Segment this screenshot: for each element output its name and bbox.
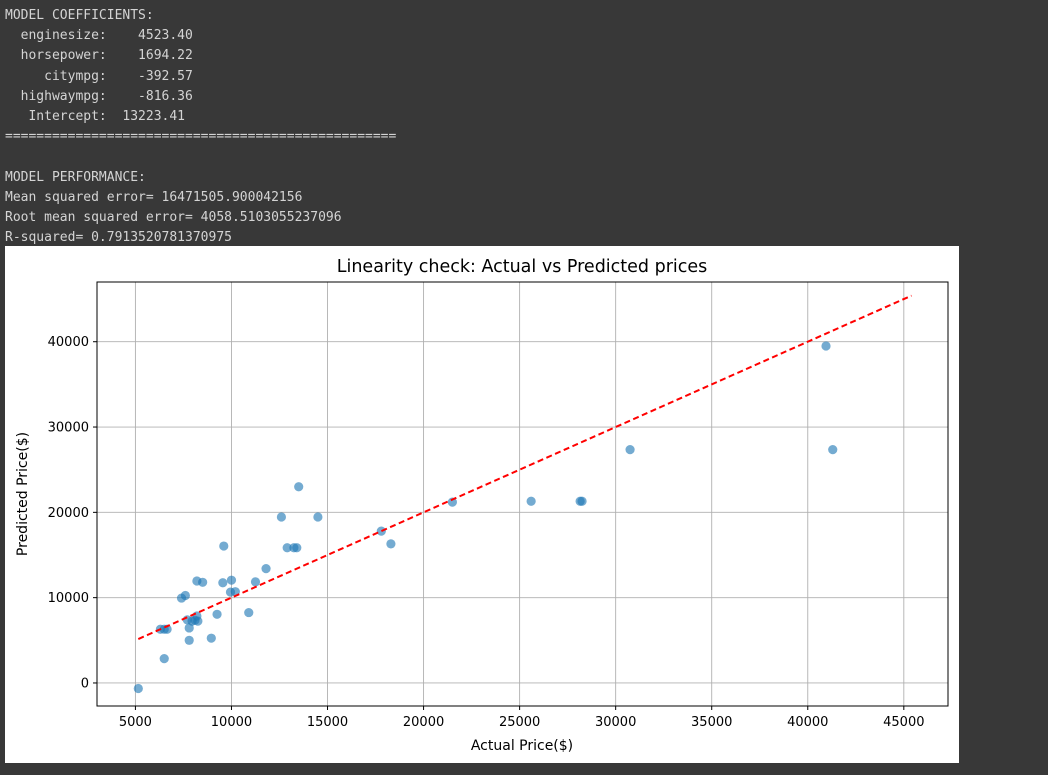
- scatter-point: [313, 512, 323, 522]
- console-output: MODEL COEFFICIENTS: enginesize: 4523.40 …: [5, 6, 396, 248]
- scatter-point: [193, 616, 203, 626]
- scatter-point: [821, 341, 831, 351]
- console-line: MODEL PERFORMANCE:: [5, 169, 146, 185]
- scatter-point: [184, 635, 194, 645]
- scatter-plot: Linearity check: Actual vs Predicted pri…: [15, 257, 949, 754]
- axis-ticks: 5000 10000 15000 20000 25000 30000 35000 40000 4…: [48, 335, 925, 730]
- x-tick-label: 10000: [211, 715, 252, 730]
- console-line: R-squared= 0.7913520781370975: [5, 230, 232, 246]
- x-tick-label: 40000: [787, 715, 828, 730]
- console-line: citympg: -392.57: [5, 68, 193, 84]
- y-tick-label: 40000: [48, 335, 89, 350]
- y-tick-label: 0: [81, 676, 89, 691]
- scatter-point: [294, 482, 304, 492]
- console-line: Intercept: 13223.41: [5, 108, 186, 124]
- console-line: Mean squared error= 16471505.900042156: [5, 189, 303, 205]
- scatter-point: [198, 577, 208, 587]
- scatter-point: [133, 683, 143, 694]
- scatter-point: [526, 496, 536, 506]
- console-line: [5, 147, 396, 167]
- scatter-point: [159, 654, 169, 664]
- scatter-point: [180, 590, 190, 601]
- console-line: horsepower: 1694.22: [5, 48, 193, 64]
- scatter-point: [292, 543, 302, 553]
- scatter-point: [447, 497, 457, 507]
- scatter-point: [219, 541, 229, 551]
- x-tick-label: 25000: [499, 715, 540, 730]
- x-tick-label: 45000: [883, 715, 924, 730]
- reference-line: [137, 294, 912, 640]
- console-line: MODEL COEFFICIENTS:: [5, 8, 154, 23]
- scatter-point: [206, 633, 216, 643]
- y-axis-label: Predicted Price($): [15, 432, 31, 556]
- scatter-point: [250, 577, 261, 587]
- x-tick-label: 20000: [403, 715, 444, 730]
- scatter-point: [625, 445, 635, 455]
- x-tick-label: 15000: [307, 715, 348, 730]
- scatter-point: [244, 607, 254, 618]
- y-tick-label: 10000: [48, 591, 89, 606]
- plot-frame: [96, 281, 949, 707]
- scatter-point: [577, 496, 587, 506]
- chart-title: Linearity check: Actual vs Predicted pri…: [337, 257, 708, 277]
- x-tick-label: 30000: [595, 715, 636, 730]
- scatter-point: [226, 575, 237, 585]
- scatter-point: [376, 526, 386, 536]
- x-tick-label: 35000: [691, 715, 732, 730]
- scatter-point: [212, 609, 222, 619]
- console-line: Root mean squared error= 4058.5103055237…: [5, 209, 342, 225]
- scatter-point: [386, 539, 396, 549]
- console-line: enginesize: 4523.40: [5, 28, 193, 44]
- scatter-point: [276, 512, 287, 522]
- scatter-point: [261, 564, 271, 574]
- scatter-point: [282, 543, 292, 553]
- x-axis-label: Actual Price($): [471, 738, 573, 754]
- data-points: [133, 341, 838, 694]
- y-tick-label: 30000: [48, 421, 89, 436]
- scatter-plot-figure: Linearity check: Actual vs Predicted pri…: [5, 246, 959, 763]
- grid-lines: [97, 282, 948, 706]
- console-line: ========================================…: [5, 129, 397, 145]
- console-line: highwaympg: -816.36: [5, 88, 193, 104]
- scatter-point: [218, 578, 228, 588]
- y-tick-label: 20000: [48, 506, 89, 521]
- reference-line-group: [137, 294, 912, 640]
- scatter-point: [828, 445, 838, 455]
- x-tick-label: 5000: [119, 715, 152, 730]
